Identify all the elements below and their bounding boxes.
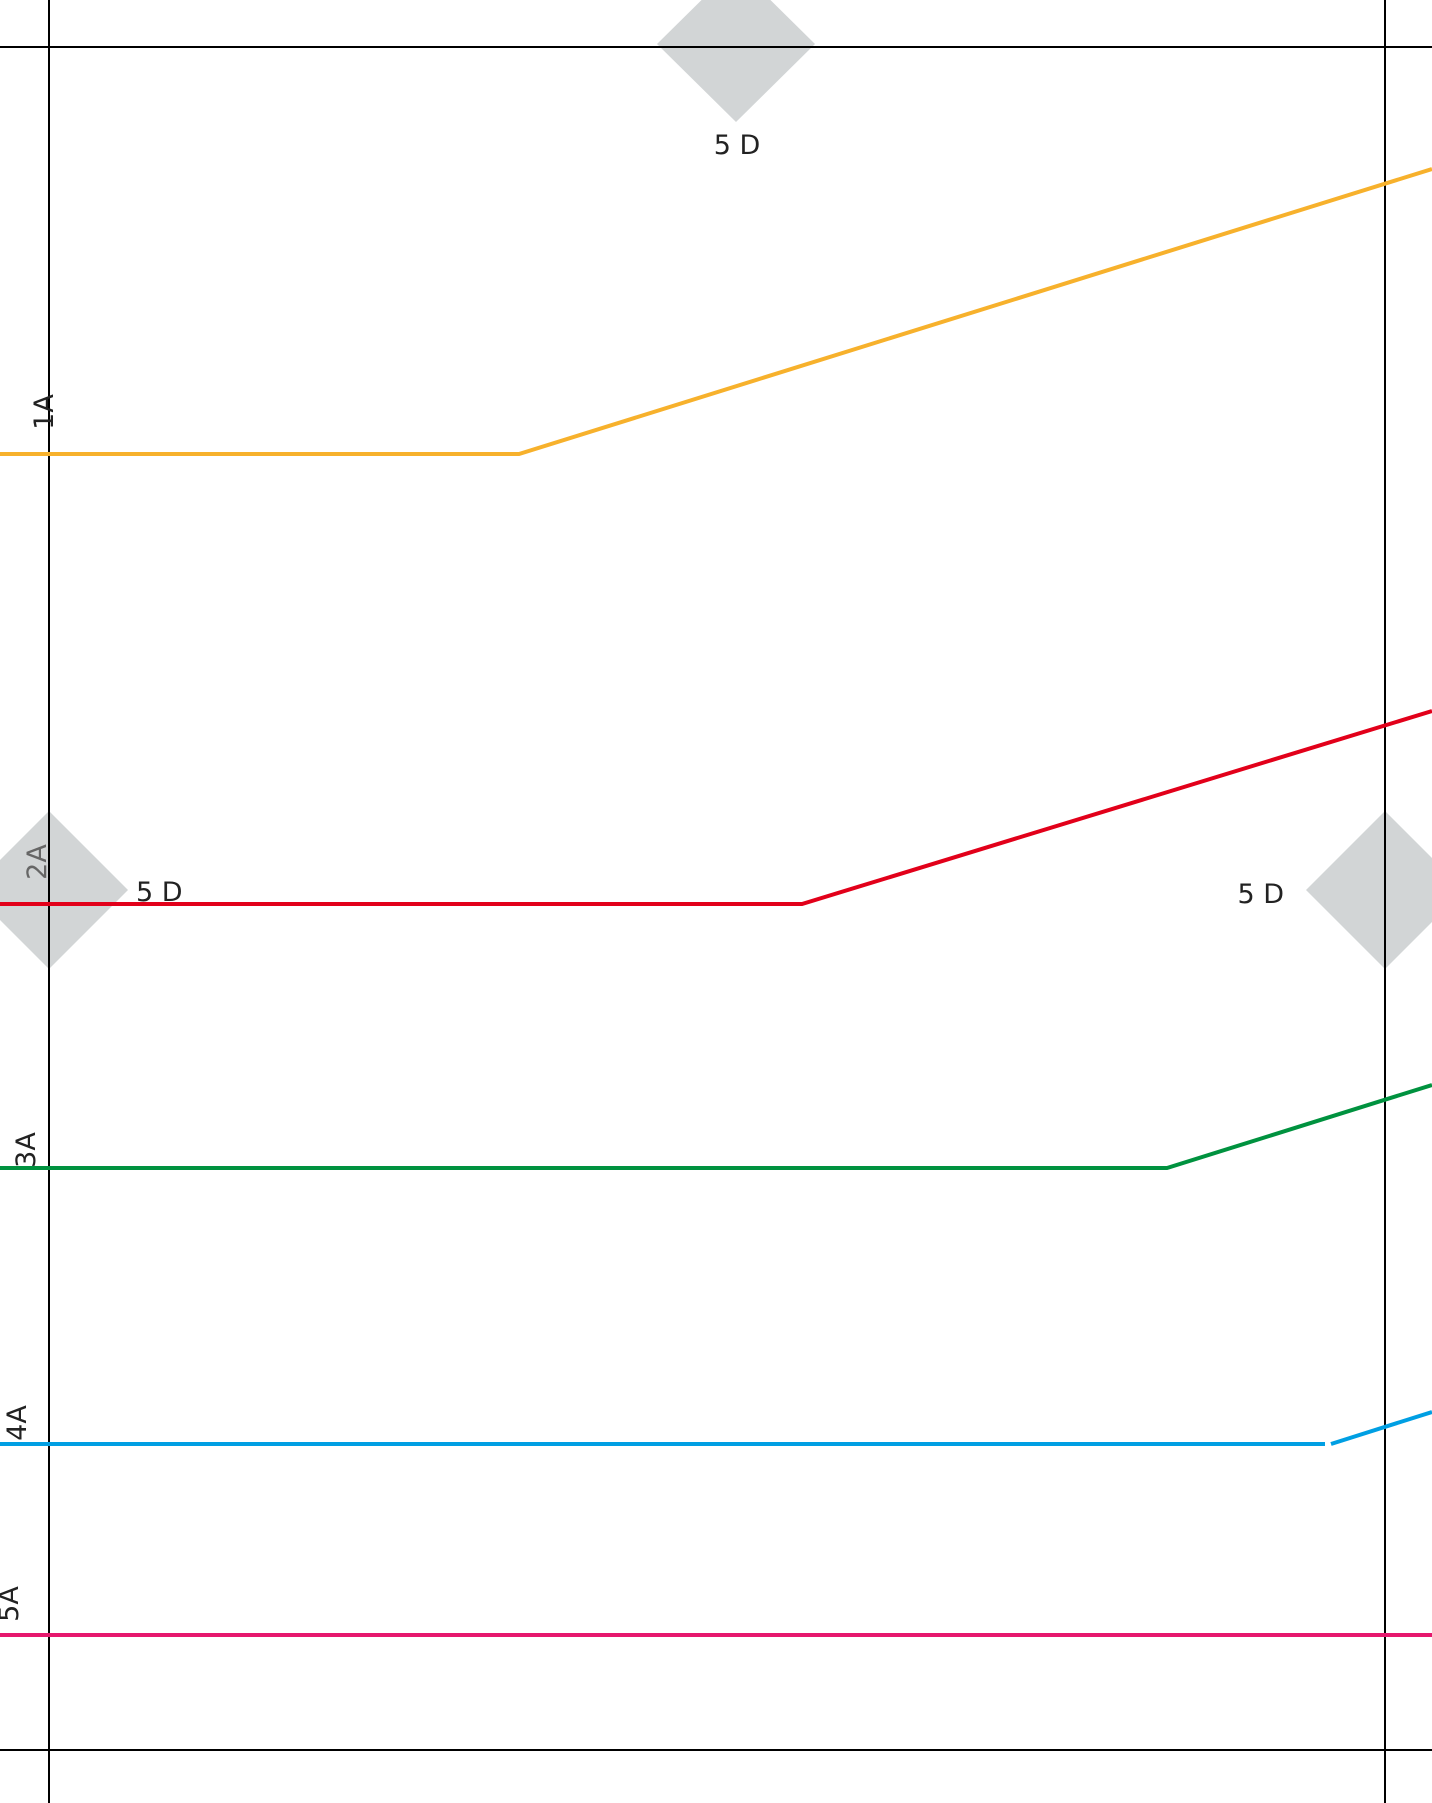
line-2a-label: 2A [22, 844, 53, 880]
line-1a-label: 1A [29, 394, 60, 430]
line-5a-label: 5A [0, 1586, 25, 1622]
marker-left-label: 5 D [136, 877, 183, 908]
line-3a-label: 3A [11, 1132, 42, 1168]
line-3a [0, 1083, 1432, 1170]
line-1a [0, 167, 1432, 456]
marker-left-diamond [0, 811, 128, 969]
line-4a-label: 4A [2, 1405, 33, 1441]
marker-right-diamond [1306, 811, 1432, 969]
line-group [0, 167, 1432, 1637]
marker-right-label: 5 D [1237, 879, 1284, 910]
line-4a-continuation [1330, 1410, 1432, 1446]
line-2a [0, 709, 1432, 906]
marker-top-diamond [657, 0, 815, 122]
marker-top-label: 5 D [714, 130, 761, 161]
